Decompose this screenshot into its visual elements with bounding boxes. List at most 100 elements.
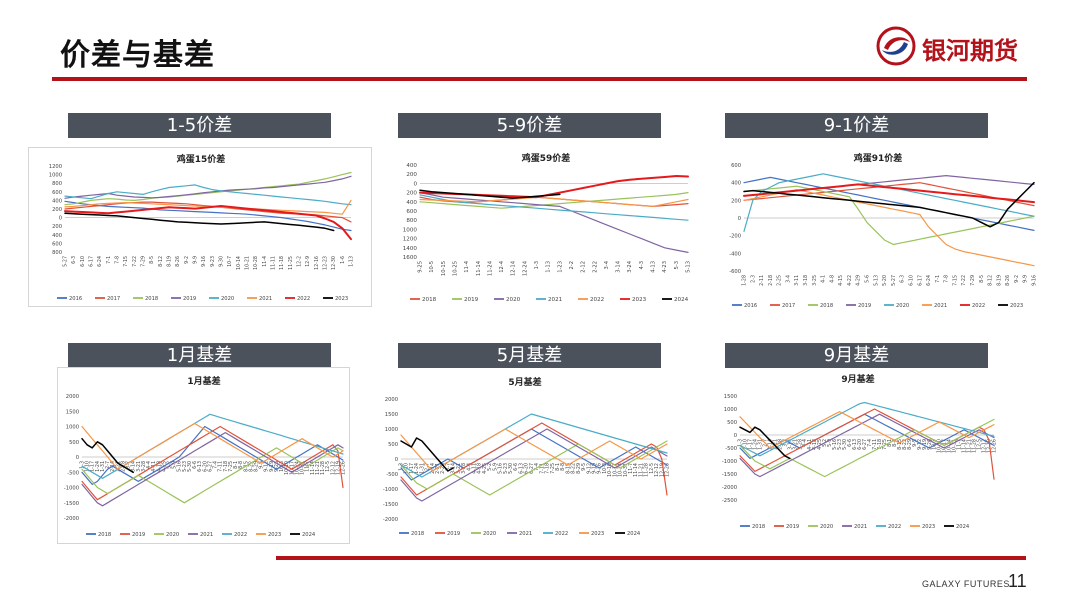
y-tick-label: 1200 [403,237,418,243]
x-tick-label: 2-14 [767,439,773,450]
x-tick-label: 3-7 [445,463,451,471]
x-tick-label: 2-3 [750,275,756,283]
x-tick-label: 6-13 [518,463,524,474]
x-tick-label: 1-31 [757,439,763,450]
series-line-2023 [81,422,344,470]
y-tick-label: -1000 [722,459,737,465]
x-tick-label: 3-18 [803,275,809,286]
legend-label: 2022 [888,524,901,530]
x-tick-label: 5-30 [508,463,514,474]
x-tick-label: 10-31 [300,461,306,475]
x-tick-label: 8-29 [907,439,913,450]
x-tick-label: 3-28 [797,439,803,450]
x-tick-label: 2-18 [768,275,774,286]
x-tick-label: 8-8 [238,461,244,469]
x-tick-label: 6-27 [529,463,535,474]
x-tick-label: 11-21 [967,439,973,453]
x-tick-label: 5-23 [503,463,509,474]
y-tick-label: 500 [69,440,79,446]
legend-label: 2017 [782,303,795,309]
legend-label: 2020 [166,532,179,538]
series-line-2021 [739,413,995,478]
x-tick-label: 6-13 [197,461,203,472]
x-tick-label: 12-30 [331,256,337,270]
x-tick-label: 7-1 [935,275,941,283]
y-tick-label: 200 [406,172,417,178]
x-tick-label: 7-15 [123,256,129,267]
x-tick-label: 7-29 [970,275,976,286]
y-tick-label: 800 [406,218,417,224]
panel-header: 9-1价差 [725,113,988,138]
y-tick-label: -2000 [722,485,737,491]
legend-label: 2018 [422,297,437,303]
x-tick-label: 5-2 [487,463,493,471]
x-tick-label: 6-24 [97,256,103,267]
x-tick-label: 7-4 [867,439,873,447]
legend-label: 2023 [922,524,935,530]
x-tick-label: 3-24 [627,260,633,272]
x-tick-label: 5-9 [827,439,833,447]
x-tick-label: 3-21 [136,461,142,472]
x-tick-label: 12-9 [305,256,311,267]
x-tick-label: 2-21 [115,461,121,472]
x-tick-label: 6-10 [80,256,86,267]
x-tick-label: 3-14 [616,260,622,272]
legend-label: 2020 [506,297,521,303]
x-tick-label: 12-26 [341,461,347,475]
basis-sep-chart-svg: 9月基差 1500 1000 500 0 -500 -1000 -1500 -2000 -2500… [722,373,998,530]
series-line-2022 [419,196,689,207]
x-tick-label: 5-20 [882,275,888,286]
y-tick-label: 1500 [385,412,398,418]
x-tick-label: 1-10 [85,461,91,472]
x-tick-label: 10-31 [623,463,629,477]
y-tick-label: 600 [731,163,741,169]
y-tick-label: 1500 [724,394,737,400]
x-tick-label: 7-22 [132,256,138,267]
x-tick-label: 1-17 [90,461,96,472]
x-tick-label: 10-14 [236,256,242,270]
x-tick-label: 4-23 [662,261,668,273]
x-tick-label: 10-10 [607,463,613,477]
x-tick-label: 12-4 [499,260,505,272]
x-tick-label: 12-16 [314,256,320,270]
x-tick-label: 12-23 [323,256,329,270]
footer-divider [276,556,1026,560]
y-tick-label: 400 [731,181,741,187]
legend-label: 2020 [221,296,234,302]
x-tick-label: 6-6 [513,463,519,471]
chart-title: 9月基差 [841,373,874,385]
legend-label: 2020 [820,524,833,530]
x-tick-label: 8-19 [167,256,173,267]
x-tick-label: 12-5 [977,439,983,450]
x-tick-label: 3-11 [794,275,800,286]
x-tick-label: 10-24 [618,463,624,477]
x-tick-label: 11-4 [464,260,470,272]
x-tick-label: 10-15 [441,261,447,276]
y-tick-label: 200 [52,207,62,213]
y-tick-label: 500 [388,442,398,448]
series-line-2024 [739,426,791,460]
x-tick-label: 12-19 [659,463,665,477]
legend-label: 2016 [744,303,757,309]
x-tick-label: 7-18 [877,439,883,450]
x-tick-label: 7-25 [882,439,888,450]
x-tick-label: 10-5 [429,261,435,273]
spread-5-9-chart: 鸡蛋59价差 400 200 0 200 400 600 800 1000 1200 1400 160… [388,147,708,307]
series-line-2022 [64,205,352,241]
legend-label: 2019 [786,524,799,530]
x-tick-label: 10-17 [289,461,295,475]
x-tick-label: 7-15 [952,275,958,286]
x-tick-label: 4-4 [802,439,808,447]
x-tick-label: 8-1 [233,461,239,469]
x-tick-label: 12-2 [297,256,303,267]
y-tick-label: 200 [52,224,62,230]
x-tick-label: 1-10 [742,439,748,450]
x-tick-label: 7-22 [961,275,967,286]
legend-label: 2021 [259,296,272,302]
y-tick-label: 600 [406,209,417,215]
x-tick-label: 12-12 [330,461,336,475]
y-tick-label: 200 [406,191,417,197]
legend-label: 2018 [820,303,833,309]
x-tick-label: 4-11 [472,463,478,474]
